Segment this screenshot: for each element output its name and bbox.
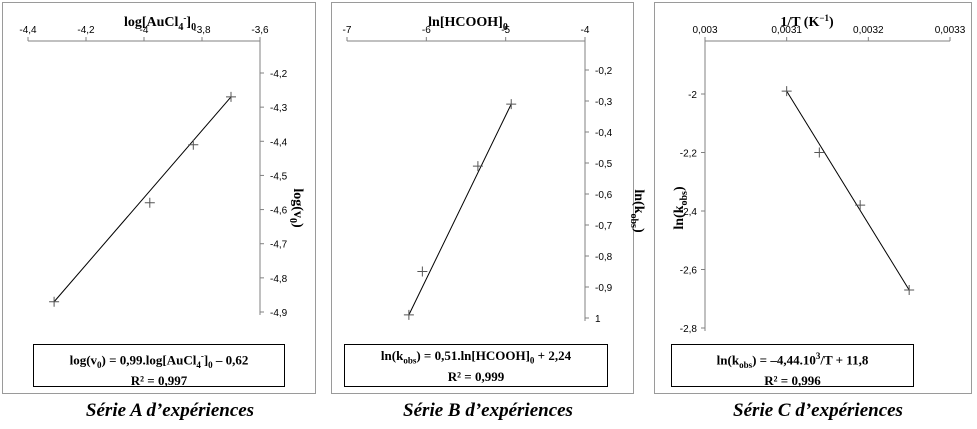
y-tick-label-c: -2,6 [680, 266, 698, 277]
y-axis-title-b: ln(kobs) [628, 189, 646, 233]
y-axis-title-a: log(v0) [287, 188, 305, 228]
y-tick-label-b: -0,6 [595, 190, 613, 201]
data-point-c-3 [855, 200, 866, 211]
trendline-a [53, 96, 232, 303]
r2-a: R² = 0,997 [130, 372, 188, 388]
chart-panel-c: 1/T (K−1) ln(kobs) 0,003 0,0031 0,0032 0,00… [654, 2, 972, 394]
y-tick-label-c: -2,2 [680, 149, 698, 160]
chart-panel-b: ln[HCOOH]0 ln(kobs) -7 -6 -5 -4 -0,2 -0,3 -0,4… [331, 2, 646, 394]
x-tick-label-a: -4 [140, 25, 149, 36]
data-point-a-3 [188, 139, 199, 150]
y-tick-label-b: 1 [595, 314, 601, 325]
equation-box-c: ln(kobs) = –4,44.103/T + 11,8 R² = 0,996 [671, 344, 914, 388]
x-tick-label-b: -4 [581, 25, 590, 36]
x-axis-title-a: log[AuCl4-]0 [124, 13, 196, 33]
trendline-c [786, 90, 910, 291]
y-tick-label-b: -0,2 [595, 66, 613, 77]
caption-b: Série B d’expériences [403, 400, 573, 421]
data-point-b-3 [472, 161, 483, 172]
x-tick-label-c: 0,0032 [853, 25, 884, 36]
data-point-c-1 [781, 86, 792, 97]
caption-c: Série C d’expériences [733, 400, 903, 421]
y-tick-label-a: -4,6 [270, 206, 288, 217]
data-point-b-1 [403, 309, 414, 320]
x-axis-title-b: ln[HCOOH]0 [428, 15, 508, 33]
equation-b: ln(kobs) = 0,51.ln[HCOOH]0 + 2,24 [380, 348, 572, 366]
y-tick-label-b: -0,7 [595, 221, 613, 232]
y-tick-label-c: -2,4 [680, 207, 698, 218]
data-point-b-2 [417, 266, 428, 277]
chart-b-svg: ln[HCOOH]0 ln(kobs) -7 -6 -5 -4 -0,2 -0,3 -0,4… [343, 15, 646, 325]
r2-c: R² = 0,996 [764, 372, 821, 388]
x-tick-label-c: 0,0031 [771, 25, 802, 36]
y-tick-label-b: -0,9 [595, 283, 613, 294]
equation-box-b: ln(kobs) = 0,51.ln[HCOOH]0 + 2,24 R² = 0… [344, 344, 608, 387]
equation-c: ln(kobs) = –4,44.103/T + 11,8 [716, 351, 869, 370]
chart-c-svg: 1/T (K−1) ln(kobs) 0,003 0,0031 0,0032 0,00… [672, 13, 966, 335]
x-tick-label-a: -4,2 [77, 25, 95, 36]
y-tick-label-b: -0,4 [595, 128, 613, 139]
x-tick-label-c: 0,003 [692, 25, 717, 36]
axes-b: -7 -6 -5 -4 -0,2 -0,3 -0,4 -0,5 -0,6 -0,7 -0,8 -0,9… [343, 25, 613, 325]
data-point-b-4 [506, 99, 517, 110]
data-point-a-4 [226, 91, 236, 102]
trendline-b [408, 103, 512, 316]
data-point-a-2 [144, 197, 155, 208]
x-tick-label-c: 0,0033 [935, 25, 966, 36]
y-tick-label-a: -4,5 [270, 171, 288, 182]
x-tick-label-b: -5 [501, 25, 510, 36]
r2-b: R² = 0,999 [447, 368, 505, 384]
x-tick-label-a: -4,4 [19, 25, 37, 36]
x-tick-label-a: -3,6 [251, 25, 269, 36]
y-tick-label-a: -4,9 [270, 308, 288, 319]
y-tick-label-b: -0,3 [595, 97, 613, 108]
equation-a: log(v0) = 0,99.log[AuCl4-]0 – 0,62 [69, 351, 249, 370]
equation-box-a: log(v0) = 0,99.log[AuCl4-]0 – 0,62 R² = … [33, 344, 285, 388]
y-tick-label-c: -2 [688, 90, 697, 101]
y-tick-label-a: -4,2 [270, 69, 288, 80]
chart-panel-a: log[AuCl4-]0 log(v0) -4,4 -4,2 -4 -3,8 -3,6-… [2, 2, 316, 394]
y-tick-label-b: -0,8 [595, 252, 613, 263]
axes-a: -4,4 -4,2 -4 -3,8 -3,6 -4,2 -4,3 -4,4 -4,5 -4,6 -4… [19, 25, 287, 319]
x-tick-label-b: -6 [422, 25, 431, 36]
x-tick-label-b: -7 [343, 25, 352, 36]
axes-c: 0,003 0,0031 0,0032 0,0033 -2 -2,2 -2,4 -2,6 -2,… [680, 25, 966, 335]
data-point-a-1 [49, 296, 60, 307]
y-tick-label-a: -4,4 [270, 137, 288, 148]
y-tick-label-a: -4,7 [270, 240, 288, 251]
chart-a-svg: log[AuCl4-]0 log(v0) -4,4 -4,2 -4 -3,8 -3,6-… [19, 13, 305, 319]
y-tick-label-a: -4,3 [270, 103, 288, 114]
data-point-c-4 [904, 284, 915, 295]
data-point-c-2 [814, 147, 825, 158]
y-tick-label-c: -2,8 [680, 324, 698, 335]
caption-a: Série A d’expériences [85, 400, 255, 421]
x-tick-label-a: -3,8 [193, 25, 211, 36]
y-tick-label-a: -4,8 [270, 274, 288, 285]
y-tick-label-b: -0,5 [595, 159, 613, 170]
